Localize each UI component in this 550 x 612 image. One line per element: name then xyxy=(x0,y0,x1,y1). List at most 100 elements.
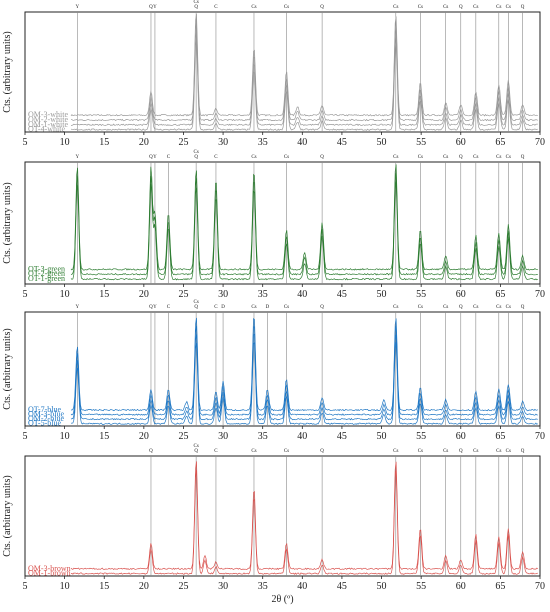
phase-label: Q xyxy=(149,155,153,160)
series-trace xyxy=(70,21,538,122)
series-trace xyxy=(70,317,538,412)
phase-label: Cs xyxy=(393,5,398,10)
series-label: OT-5-blue xyxy=(28,419,61,428)
x-tick-label: 20 xyxy=(139,581,149,592)
x-tick-label: 20 xyxy=(139,137,149,148)
x-tick-label: 30 xyxy=(218,431,228,442)
phase-label: Cs xyxy=(506,5,511,10)
panel-green: Y Q Y CCs Q C Cs Cs Q Cs Cs Cs Q Cs Cs Cs QOT-3-greenOT-… xyxy=(2,150,545,300)
phase-label: Cs xyxy=(496,5,501,10)
y-axis-title: Cts. (arbitrary units) xyxy=(2,475,13,556)
x-tick-label: 35 xyxy=(258,431,268,442)
x-tick-label: 15 xyxy=(99,431,109,442)
phase-label: Cs xyxy=(473,155,478,160)
phase-label: Cs xyxy=(506,155,511,160)
series-trace xyxy=(70,13,538,117)
panel-white: Y Q YCs Q C Cs Cs Q Cs Cs Cs Q Cs Cs Cs QOM-3-whiteOM-2… xyxy=(2,0,545,148)
x-tick-label: 60 xyxy=(456,581,466,592)
x-tick-label: 40 xyxy=(297,289,307,300)
phase-label: Cs xyxy=(443,305,448,310)
phase-label: Cs xyxy=(393,305,398,310)
x-tick-label: 50 xyxy=(377,431,387,442)
panel-brown: QCs Q C Cs Cs Q Cs Cs Cs Q Cs Cs Cs QOM-3-brownOM-1-b… xyxy=(2,444,545,592)
x-tick-label: 60 xyxy=(456,431,466,442)
x-tick-label: 20 xyxy=(139,431,149,442)
series-trace xyxy=(70,173,538,276)
series-trace xyxy=(71,30,538,127)
phase-label: Q xyxy=(149,305,153,310)
x-tick-label: 10 xyxy=(60,289,70,300)
series-trace xyxy=(70,325,538,416)
phase-label: Cs xyxy=(506,449,511,454)
x-tick-label: 25 xyxy=(178,581,188,592)
phase-label: D xyxy=(266,305,270,310)
phase-label: C xyxy=(214,305,218,310)
phase-label: Q xyxy=(320,449,324,454)
phase-label: Q xyxy=(320,155,324,160)
series-label: OM-2-white xyxy=(28,115,68,124)
series-label: OM-3-brown xyxy=(28,564,71,573)
x-tick-label: 30 xyxy=(218,289,228,300)
series-label: OT-7-blue xyxy=(28,405,61,414)
phase-label: Cs xyxy=(473,305,478,310)
phase-label: Cs xyxy=(473,5,478,10)
series-trace xyxy=(70,333,538,421)
x-tick-label: 65 xyxy=(495,289,505,300)
x-tick-label: 50 xyxy=(377,289,387,300)
x-tick-label: 15 xyxy=(99,289,109,300)
series-label: OT-3-green xyxy=(28,264,65,273)
series-trace xyxy=(70,39,538,131)
series-trace xyxy=(70,341,538,425)
phase-label: Q xyxy=(149,5,153,10)
x-tick-label: 35 xyxy=(258,137,268,148)
x-tick-label: 55 xyxy=(416,137,426,148)
series-label: OM-2-blue xyxy=(28,414,64,423)
x-tick-label: 25 xyxy=(178,431,188,442)
phase-label: Q xyxy=(459,5,463,10)
y-axis-title: Cts. (arbitrary units) xyxy=(2,328,13,409)
x-tick-label: 10 xyxy=(60,581,70,592)
x-tick-label: 10 xyxy=(60,431,70,442)
x-tick-label: 45 xyxy=(337,581,347,592)
phase-label: Cs xyxy=(418,305,423,310)
phase-label: Q xyxy=(320,5,324,10)
phase-label: C xyxy=(167,305,171,310)
phase-label: Cs xyxy=(418,5,423,10)
x-tick-label: 55 xyxy=(416,289,426,300)
phase-label: Cs xyxy=(496,305,501,310)
phase-label: Cs Q xyxy=(193,444,198,454)
x-tick-label: 50 xyxy=(377,137,387,148)
phase-label: Cs xyxy=(284,5,289,10)
phase-label: Q xyxy=(521,5,525,10)
phase-label: Q xyxy=(459,305,463,310)
phase-label: Cs Q xyxy=(193,150,198,160)
series-label: OT-1-green xyxy=(28,274,65,283)
x-tick-label: 40 xyxy=(297,431,307,442)
phase-label: Q xyxy=(320,305,324,310)
x-axis-title: 2θ (º) xyxy=(271,594,293,605)
phase-label: C xyxy=(167,155,171,160)
x-tick-label: 70 xyxy=(535,289,545,300)
phase-label: Cs xyxy=(393,155,398,160)
x-tick-label: 20 xyxy=(139,289,149,300)
phase-label: Q xyxy=(459,155,463,160)
x-tick-label: 70 xyxy=(535,431,545,442)
phase-label: Y xyxy=(75,305,79,310)
phase-label: Cs xyxy=(284,155,289,160)
y-axis-title: Cts. (arbitrary units) xyxy=(2,182,13,263)
phase-label: Cs xyxy=(393,449,398,454)
phase-label: Q xyxy=(521,449,525,454)
phase-label: Q xyxy=(459,449,463,454)
x-tick-label: 60 xyxy=(456,137,466,148)
phase-label: Y xyxy=(153,155,157,160)
x-tick-label: 5 xyxy=(23,137,28,148)
series-trace xyxy=(70,164,538,271)
phase-label: Cs xyxy=(443,449,448,454)
x-tick-label: 45 xyxy=(337,137,347,148)
series-trace xyxy=(70,461,538,571)
phase-label: C xyxy=(214,155,218,160)
plot-frame xyxy=(24,11,541,133)
plot-frame xyxy=(24,311,541,427)
series-label: OM-1-brown xyxy=(28,569,71,578)
